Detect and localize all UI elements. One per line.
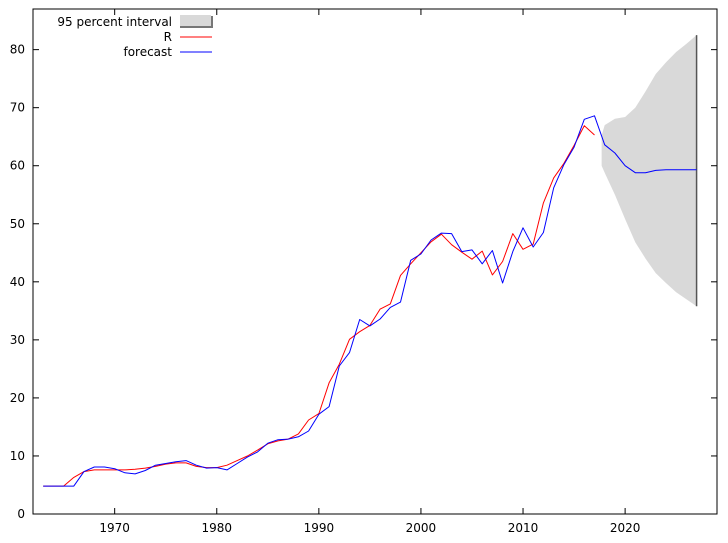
series-line-r	[43, 125, 595, 487]
y-tick-label: 40	[10, 275, 25, 289]
y-tick-label: 10	[10, 449, 25, 463]
confidence-band-layer	[601, 35, 698, 307]
x-tick-label: 1970	[99, 521, 130, 535]
y-tick-label: 60	[10, 159, 25, 173]
y-tick-label: 70	[10, 101, 25, 115]
x-tick-label: 1980	[201, 521, 232, 535]
y-tick-label: 30	[10, 333, 25, 347]
x-tick-label: 2010	[508, 521, 539, 535]
legend-band-swatch	[180, 15, 211, 26]
plot-frame	[32, 8, 718, 515]
legend-label: R	[164, 30, 172, 44]
series-line-forecast	[43, 115, 697, 487]
y-tick-label: 20	[10, 391, 25, 405]
series-layer	[43, 115, 697, 487]
x-tick-label: 2000	[406, 521, 437, 535]
axes: 1970 1980 1990 2000 2010 2020 0 10 20 30 40 50 60 70 8…	[10, 8, 718, 535]
y-tick-label: 0	[17, 507, 25, 521]
legend-label: forecast	[123, 45, 172, 59]
x-tick-label: 1990	[304, 521, 335, 535]
legend-label: 95 percent interval	[57, 15, 172, 29]
x-tick-label: 2020	[610, 521, 641, 535]
confidence-band	[601, 35, 697, 307]
y-tick-label: 50	[10, 217, 25, 231]
y-tick-label: 80	[10, 43, 25, 57]
